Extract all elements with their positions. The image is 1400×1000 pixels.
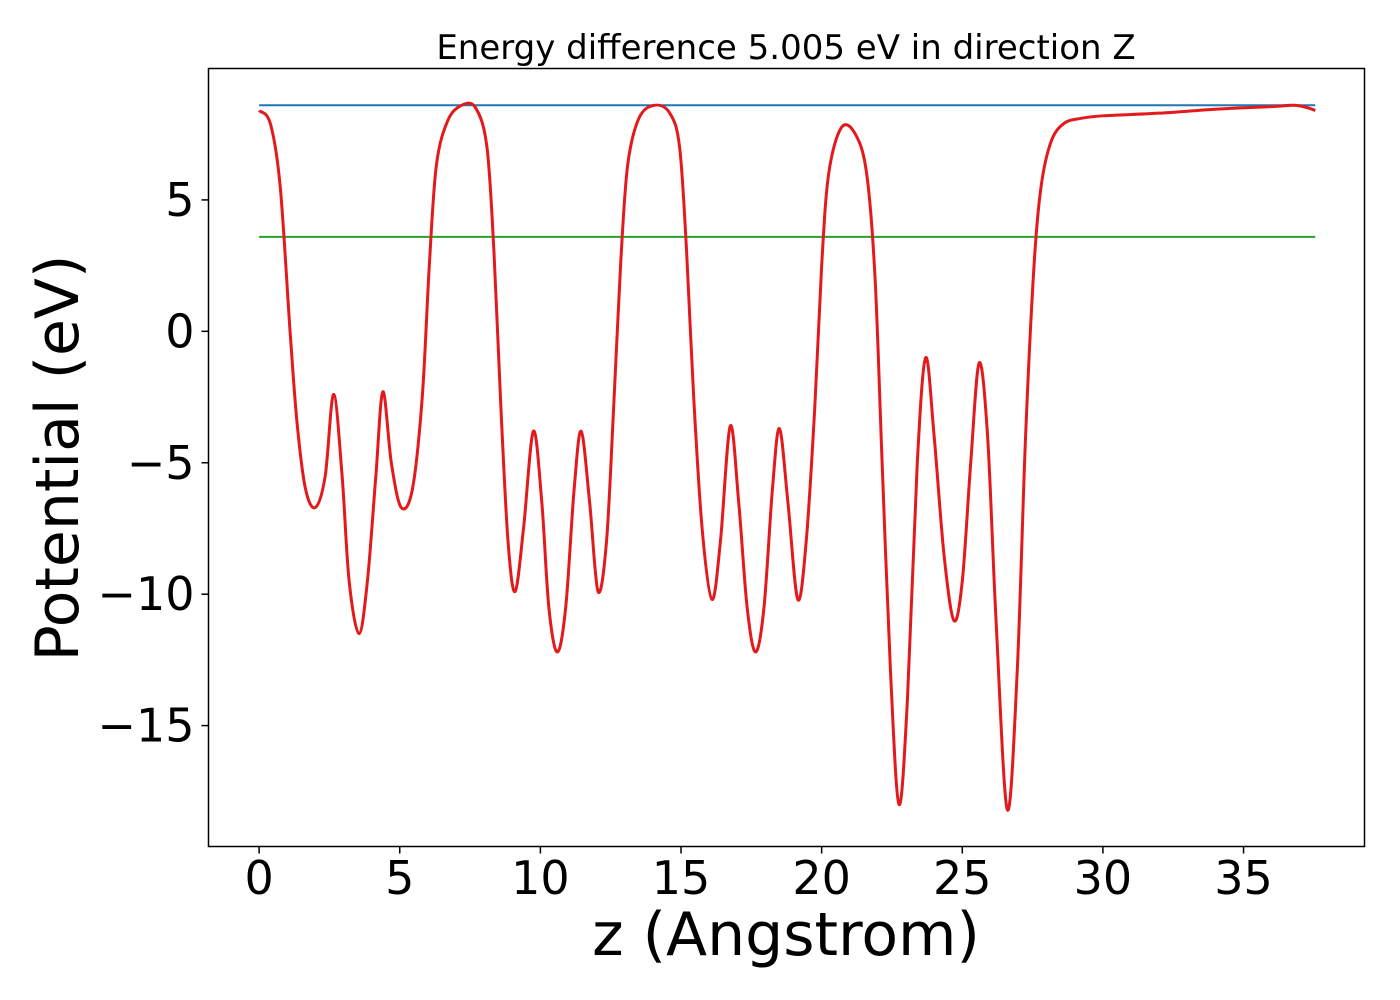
y-tick-label: 0 [165, 304, 194, 358]
x-tick-label: 25 [933, 851, 992, 905]
plot-area-frame [207, 67, 1366, 848]
y-tick-label: −5 [127, 436, 195, 490]
x-tick-label: 15 [652, 851, 711, 905]
series-layer [257, 101, 1316, 812]
y-tick-label: 5 [165, 173, 194, 227]
x-axis-ticks: 0 5 10 15 20 25 30 35 [244, 846, 1273, 905]
y-axis-ticks: −15 −10 −5 0 5 [97, 173, 209, 753]
x-tick-label: 10 [511, 851, 570, 905]
x-tick-label: 35 [1214, 851, 1273, 905]
y-tick-label: −10 [97, 567, 194, 621]
x-tick-label: 5 [385, 851, 414, 905]
y-axis-label: Potential (eV) [23, 255, 93, 662]
x-axis-label: z (Angstrom) [592, 900, 980, 970]
y-tick-label: −15 [97, 699, 194, 753]
x-tick-label: 20 [792, 851, 851, 905]
x-tick-label: 30 [1074, 851, 1133, 905]
chart-title: Energy difference 5.005 eV in direction … [436, 28, 1135, 68]
series-curve-0 [257, 101, 1316, 812]
x-tick-label: 0 [244, 851, 273, 905]
